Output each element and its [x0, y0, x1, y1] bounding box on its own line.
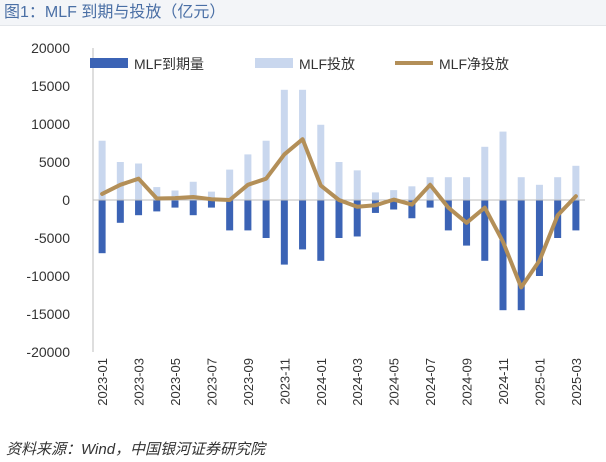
y-tick-label: -15000	[26, 306, 70, 322]
mlf-chart: 20000 15000 10000 5000 0 -5000 -10000 -15000 -20…	[26, 40, 585, 406]
y-tick-label: 0	[62, 192, 70, 208]
bar-mlf-expiry	[280, 200, 288, 265]
x-tick-label: 2025-01	[532, 358, 547, 406]
bar-mlf-expiry	[226, 200, 234, 231]
bar-mlf-expiry	[299, 200, 307, 250]
bar-mlf-issue	[554, 177, 562, 200]
bar-mlf-expiry	[572, 200, 580, 231]
bar-mlf-issue	[262, 140, 270, 200]
bar-mlf-expiry	[98, 200, 106, 254]
bar-mlf-expiry	[116, 200, 124, 223]
x-tick-label: 2023-09	[241, 358, 256, 406]
legend-swatch	[255, 58, 293, 68]
legend-swatch	[90, 58, 128, 68]
x-tick-label: 2023-07	[204, 358, 219, 406]
bar-mlf-issue	[426, 177, 434, 200]
bar-mlf-issue	[244, 154, 252, 200]
y-tick-label: 5000	[39, 154, 70, 170]
bar-mlf-issue	[335, 162, 343, 200]
bar-mlf-expiry	[535, 200, 543, 276]
bar-mlf-issue	[353, 170, 361, 200]
y-tick-label: 20000	[31, 40, 70, 56]
legend-label: MLF投放	[299, 56, 355, 72]
y-axis-labels: 20000 15000 10000 5000 0 -5000 -10000 -15000 -20…	[26, 40, 70, 360]
bar-mlf-issue	[299, 89, 307, 200]
bar-mlf-issue	[135, 163, 143, 200]
bar-mlf-expiry	[317, 200, 325, 261]
bar-mlf-issue	[153, 187, 161, 200]
bar-mlf-expiry	[481, 200, 489, 261]
legend-label: MLF净投放	[439, 56, 509, 72]
legend: MLF到期量 MLF投放 MLF净投放	[90, 56, 509, 72]
bar-mlf-expiry	[444, 200, 452, 231]
y-tick-label: -5000	[34, 230, 70, 246]
bar-mlf-expiry	[408, 200, 416, 219]
x-tick-label: 2023-05	[168, 358, 183, 406]
x-tick-label: 2024-11	[496, 358, 511, 405]
x-tick-label: 2024-07	[423, 358, 438, 406]
bar-mlf-expiry	[517, 200, 525, 311]
bar-mlf-issue	[481, 146, 489, 200]
bar-mlf-expiry	[207, 200, 215, 208]
bar-mlf-issue	[499, 131, 507, 200]
x-tick-label: 2023-11	[277, 358, 292, 405]
series-mlf-issue	[98, 89, 580, 200]
bar-mlf-expiry	[390, 200, 398, 210]
bar-mlf-expiry	[353, 200, 361, 237]
x-tick-label: 2024-05	[387, 358, 402, 406]
source-note: 资料来源：Wind，中国银河证券研究院	[6, 441, 266, 458]
bar-mlf-issue	[444, 177, 452, 200]
bar-mlf-expiry	[171, 200, 179, 208]
bar-mlf-issue	[463, 177, 471, 200]
bar-mlf-issue	[226, 169, 234, 200]
y-tick-label: -10000	[26, 268, 70, 284]
bar-mlf-issue	[189, 181, 197, 200]
y-tick-label: -20000	[26, 344, 70, 360]
y-tick-label: 10000	[31, 116, 70, 132]
bar-mlf-issue	[317, 124, 325, 200]
bar-mlf-issue	[371, 192, 379, 200]
figure-title: 图1：MLF 到期与投放（亿元）	[0, 0, 606, 26]
bar-mlf-issue	[390, 190, 398, 200]
bar-mlf-issue	[116, 162, 124, 200]
bar-mlf-issue	[207, 191, 215, 200]
bar-mlf-issue	[280, 89, 288, 200]
x-tick-label: 2023-01	[95, 358, 110, 406]
x-axis-labels: 2023-01 2023-03 2023-05 2023-07 2023-09 2023-…	[95, 358, 584, 406]
bar-mlf-issue	[171, 190, 179, 200]
bar-mlf-expiry	[135, 200, 143, 216]
x-tick-label: 2023-03	[132, 358, 147, 406]
y-tick-label: 15000	[31, 78, 70, 94]
x-tick-label: 2025-03	[569, 358, 584, 406]
bar-mlf-issue	[517, 177, 525, 200]
bar-mlf-expiry	[335, 200, 343, 238]
bar-mlf-expiry	[189, 200, 197, 216]
bar-mlf-issue	[572, 165, 580, 200]
bar-mlf-issue	[408, 186, 416, 200]
bar-mlf-issue	[98, 140, 106, 200]
bar-mlf-expiry	[153, 200, 161, 212]
bar-mlf-expiry	[262, 200, 270, 238]
bar-mlf-issue	[535, 184, 543, 200]
bar-mlf-expiry	[244, 200, 252, 231]
legend-label: MLF到期量	[134, 56, 204, 72]
bar-mlf-expiry	[499, 200, 507, 311]
line-mlf-net	[100, 137, 578, 290]
x-tick-label: 2024-09	[460, 358, 475, 406]
series-mlf-net	[100, 137, 578, 290]
bar-mlf-expiry	[426, 200, 434, 208]
x-tick-label: 2024-03	[350, 358, 365, 406]
x-tick-label: 2024-01	[314, 358, 329, 406]
